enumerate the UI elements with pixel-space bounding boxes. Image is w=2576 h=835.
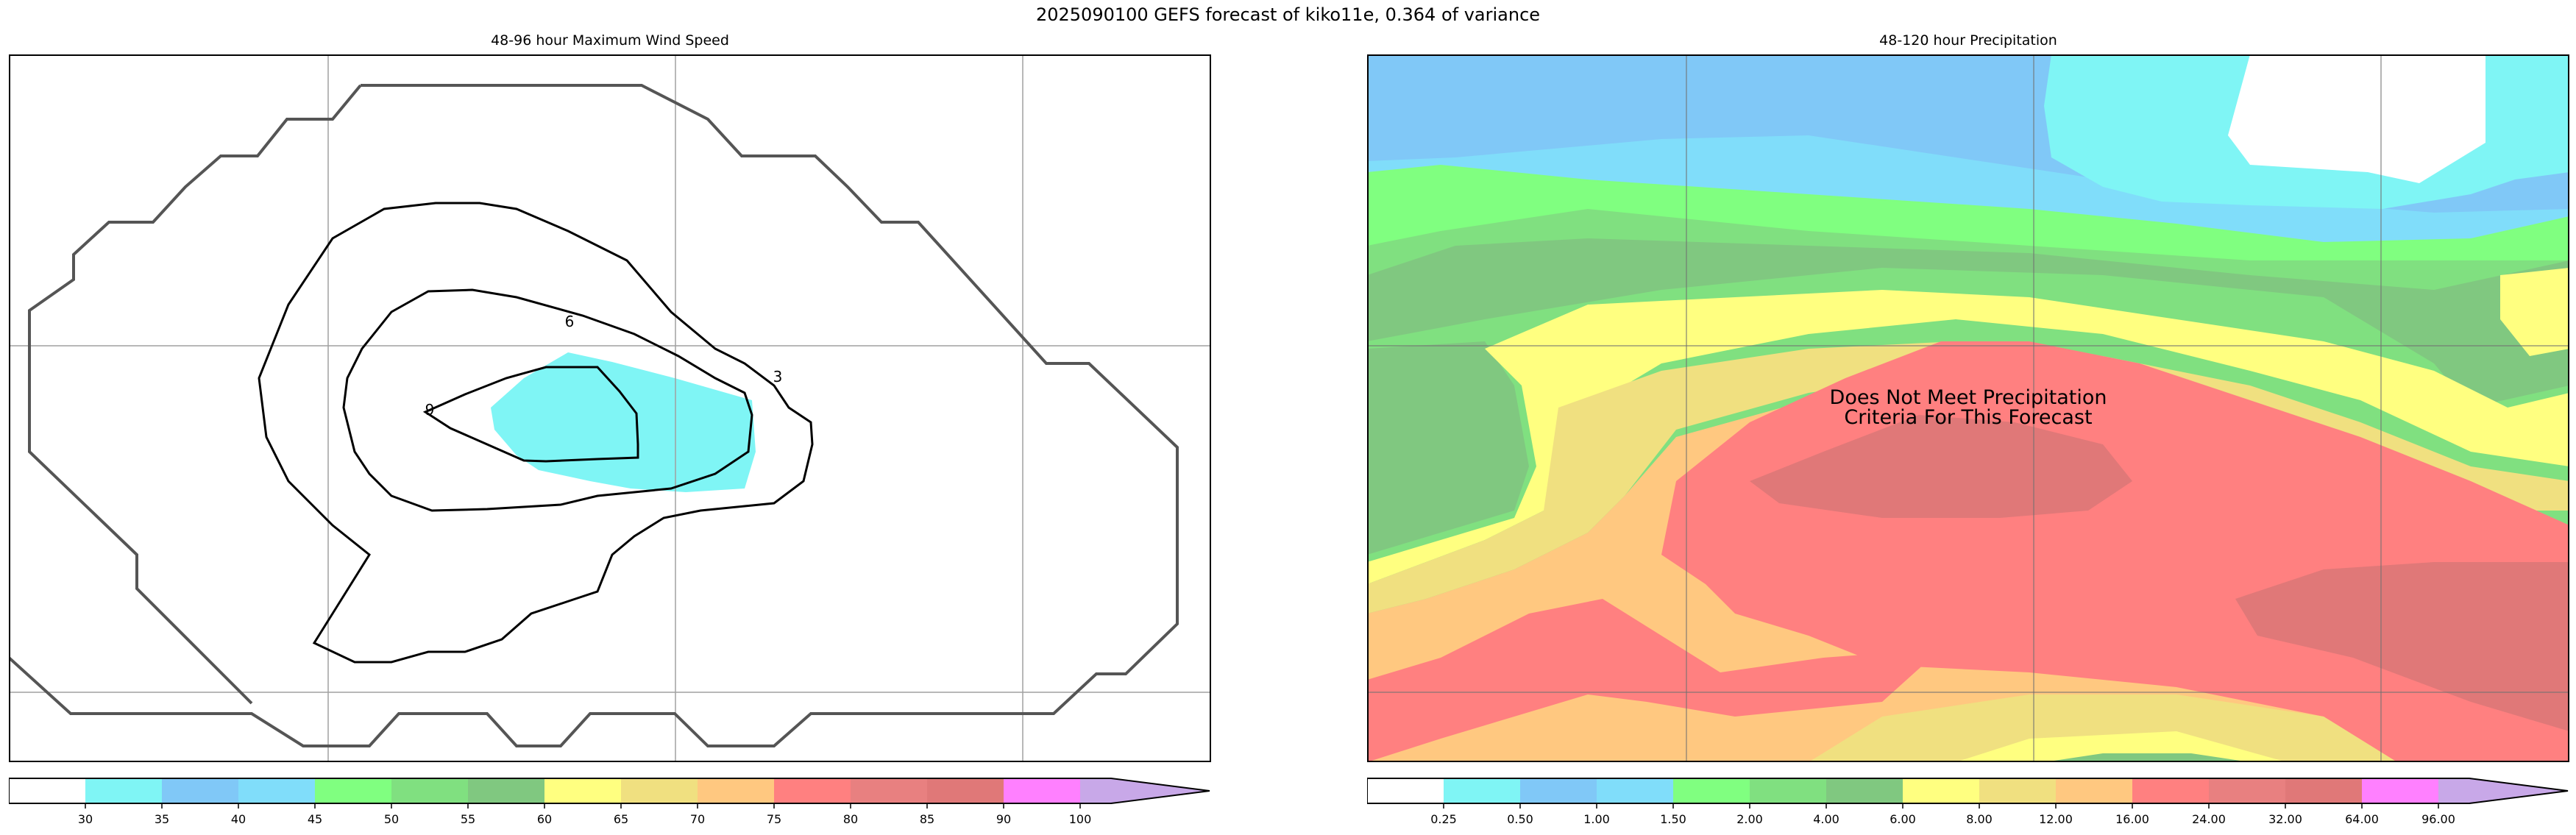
contour-label-6: 6 xyxy=(565,313,575,330)
wind-panel-title: 48-96 hour Maximum Wind Speed xyxy=(491,32,729,49)
wind-colorbar-segment xyxy=(851,778,927,803)
contour-3 xyxy=(258,202,814,664)
wind-colorbar-segment xyxy=(468,778,544,803)
precip-colorbar-segment xyxy=(1826,778,1903,803)
precip-band-8.00 xyxy=(1367,290,2569,584)
contour-6 xyxy=(342,288,753,512)
wind-colorbar-segment xyxy=(9,778,85,803)
precip-band-12.00-south xyxy=(1809,694,2397,762)
precip-colorbar-segment xyxy=(2438,778,2568,803)
precip-band-32.00 xyxy=(1750,415,2132,518)
precip-band-24.00-southwest xyxy=(1367,599,1941,762)
wind-filled-region xyxy=(491,352,756,492)
precipitation-map: Does Not Meet Precipitation Criteria For… xyxy=(1367,54,2569,762)
precip-colorbar-segment xyxy=(1597,778,1673,803)
wind-colorbar-tick-label: 60 xyxy=(537,812,552,826)
precip-colorbar-segment xyxy=(1520,778,1597,803)
precip-colorbar-tick-label: 6.00 xyxy=(1890,812,1916,826)
precip-axes-frame xyxy=(1367,54,2569,762)
wind-colorbar-segment xyxy=(315,778,391,803)
precip-band-6.00-south xyxy=(2044,753,2250,762)
precip-colorbar-segment xyxy=(2285,778,2362,803)
wind-colorbar-segment xyxy=(544,778,621,803)
wind-colorbar-tick-label: 65 xyxy=(614,812,628,826)
precip-annotation-line2: Criteria For This Forecast xyxy=(1844,406,2092,429)
wind-colorbar-segment xyxy=(927,778,1004,803)
precip-colorbar-tick-label: 0.50 xyxy=(1507,812,1533,826)
precip-gridlines xyxy=(1367,54,2569,762)
precip-colorbar: 0.25 0.50 1.00 1.50 2.00 4.00 6.00 8.00 12.00 16.… xyxy=(1367,778,2569,826)
precip-colorbar-segment xyxy=(1444,778,1520,803)
precip-colorbar-tick-label: 16.00 xyxy=(2115,812,2149,826)
wind-colorbar-segment xyxy=(698,778,774,803)
precip-band-32.00-east xyxy=(2235,562,2569,731)
precip-colorbar-segment xyxy=(1367,778,1444,803)
precip-colorbar-tick-label: 24.00 xyxy=(2192,812,2226,826)
outer-gray-contour xyxy=(9,84,1179,747)
outer-gray-contour-west xyxy=(28,84,362,705)
wind-colorbar-tick-label: 75 xyxy=(767,812,781,826)
precip-colorbar-tick-label: 96.00 xyxy=(2421,812,2455,826)
precip-colorbar-tick-label: 2.00 xyxy=(1736,812,1763,826)
precip-colorbar-tick-label: 4.00 xyxy=(1813,812,1839,826)
precip-colorbar-tick-label: 1.00 xyxy=(1583,812,1610,826)
wind-colorbar-tick-label: 40 xyxy=(231,812,246,826)
precip-band-6.00 xyxy=(1367,238,2569,408)
precip-colorbar-segment xyxy=(2132,778,2209,803)
precip-colorbar-tick-label: 1.50 xyxy=(1660,812,1686,826)
wind-colorbar-segment xyxy=(1004,778,1080,803)
contour-label-3: 3 xyxy=(773,368,783,385)
wind-colorbar-segment xyxy=(774,778,851,803)
wind-colorbar-segment xyxy=(621,778,698,803)
wind-colorbar-segment xyxy=(85,778,162,803)
precip-band-1.50 xyxy=(1367,135,2569,249)
precip-colorbar-segment xyxy=(1979,778,2056,803)
wind-colorbar-tick-label: 35 xyxy=(155,812,169,826)
wind-colorbar-segment xyxy=(1080,778,1210,803)
wind-colorbar-tick-label: 85 xyxy=(920,812,934,826)
precip-colorbar-segment xyxy=(1903,778,1979,803)
wind-colorbar-segment xyxy=(162,778,238,803)
precip-band-white xyxy=(2228,54,2485,183)
contour-label-9: 9 xyxy=(425,401,435,419)
precip-band-8.00-south xyxy=(1956,731,2287,762)
precip-annotation-line1: Does Not Meet Precipitation xyxy=(1830,386,2107,409)
precip-colorbar-outline xyxy=(1367,778,2569,804)
precip-colorbar-tick-label: 0.25 xyxy=(1430,812,1457,826)
precip-band-2.00 xyxy=(1367,165,2569,260)
wind-gridlines xyxy=(9,54,1211,762)
precip-colorbar-segment xyxy=(1750,778,1826,803)
precip-colorbar-segment xyxy=(1673,778,1750,803)
figure-suptitle: 2025090100 GEFS forecast of kiko11e, 0.3… xyxy=(1035,4,1541,25)
wind-colorbar-tick-label: 70 xyxy=(690,812,705,826)
wind-colorbar-tick-label: 55 xyxy=(461,812,475,826)
precip-panel-title: 48-120 hour Precipitation xyxy=(1879,32,2057,49)
precip-colorbar-tick-label: 64.00 xyxy=(2345,812,2379,826)
precip-colorbar-segment xyxy=(2362,778,2438,803)
wind-axes-frame xyxy=(9,54,1211,762)
precip-colorbar-tick-label: 8.00 xyxy=(1966,812,1993,826)
precip-band-8.00-east xyxy=(2500,268,2569,356)
wind-colorbar-tick-label: 90 xyxy=(996,812,1011,826)
precip-band-6.00-west xyxy=(1367,341,1529,555)
wind-colorbar-tick-label: 45 xyxy=(308,812,322,826)
wind-colorbar-segment xyxy=(391,778,468,803)
wind-colorbar-tick-label: 30 xyxy=(78,812,93,826)
wind-colorbar-tick-label: 80 xyxy=(843,812,858,826)
wind-speed-map: 6 3 9 xyxy=(9,54,1211,762)
precip-colorbar-tick-label: 32.00 xyxy=(2268,812,2302,826)
wind-colorbar-tick-label: 50 xyxy=(384,812,399,826)
wind-colorbar: 30 35 40 45 50 55 60 65 70 75 80 85 90 100 xyxy=(9,778,1210,826)
contour-9 xyxy=(422,366,639,463)
wind-colorbar-outline xyxy=(9,778,1210,804)
precip-colorbar-tick-label: 12.00 xyxy=(2039,812,2073,826)
wind-colorbar-tick-label: 100 xyxy=(1069,812,1092,826)
wind-colorbar-segment xyxy=(238,778,315,803)
precip-colorbar-segment xyxy=(2056,778,2132,803)
precip-colorbar-segment xyxy=(2209,778,2285,803)
